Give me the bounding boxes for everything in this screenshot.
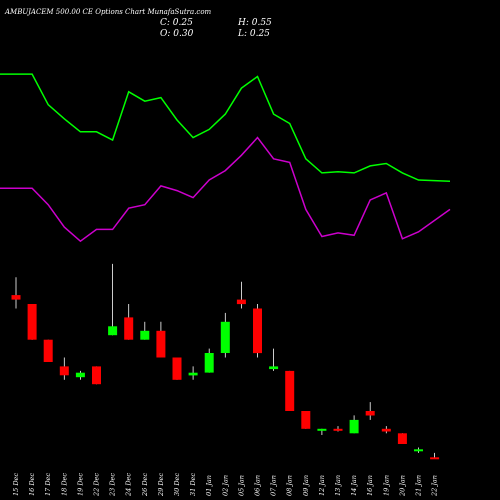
candle-body [333, 428, 343, 431]
candle-body [365, 411, 375, 416]
candlestick-series [11, 263, 440, 460]
x-axis: 15 Dec 16 Dec 17 Dec 18 Dec 19 Dec 22 Dec 23 D… [12, 473, 439, 497]
candle-body [397, 433, 407, 444]
candle-body [188, 372, 198, 376]
candle-body [414, 449, 423, 452]
candle-body [172, 357, 182, 380]
x-tick-label: 31 Dec [189, 473, 197, 496]
moving-average-lines [0, 73, 451, 243]
x-tick-label: 06 Jan [254, 475, 262, 496]
x-tick-label: 14 Jan [350, 475, 358, 496]
candle-body [301, 411, 311, 429]
x-tick-label: 12 Jan [318, 475, 326, 496]
high-label: H: 0.55 [237, 18, 272, 28]
candle-body [59, 366, 69, 376]
candle-body [349, 419, 359, 434]
x-tick-label: 22 Dec [93, 473, 101, 497]
candle-body [285, 370, 295, 411]
x-tick-label: 13 Jan [334, 475, 342, 496]
candle-body [204, 353, 214, 373]
candle-body [253, 308, 262, 354]
candle-body [317, 428, 327, 431]
x-tick-label: 16 Dec [28, 473, 36, 496]
x-tick-label: 26 Dec [141, 473, 149, 497]
indicator-line-1 [0, 73, 451, 182]
x-tick-label: 22 Jan [431, 475, 439, 497]
x-tick-label: 08 Jan [286, 475, 294, 496]
x-tick-label: 07 Jan [270, 475, 278, 496]
candle-body [11, 295, 21, 300]
x-tick-label: 19 Dec [76, 473, 84, 496]
candle-body [75, 372, 85, 378]
close-label: C: 0.25 [160, 18, 193, 28]
x-tick-label: 09 Jan [302, 475, 310, 496]
x-tick-label: 02 Jan [221, 475, 229, 496]
x-tick-label: 20 Jan [398, 475, 406, 497]
candle-body [220, 321, 230, 353]
candle-body [156, 330, 166, 358]
x-tick-label: 30 Dec [173, 473, 181, 496]
x-tick-label: 29 Dec [157, 473, 165, 497]
x-tick-label: 01 Jan [205, 475, 213, 496]
candle-body [92, 366, 101, 385]
x-tick-label: 16 Jan [366, 475, 374, 496]
x-tick-label: 19 Jan [382, 475, 390, 496]
low-label: L: 0.25 [237, 29, 270, 39]
open-label: O: 0.30 [160, 29, 194, 39]
candle-body [430, 457, 440, 460]
candle-body [269, 366, 279, 370]
candle-body [43, 339, 53, 362]
x-tick-label: 24 Dec [125, 473, 133, 497]
candle-body [140, 330, 150, 340]
candle-body [381, 428, 391, 432]
x-tick-label: 21 Jan [415, 475, 423, 497]
candle-body [124, 317, 134, 340]
x-tick-label: 15 Dec [12, 473, 20, 496]
x-tick-label: 18 Dec [60, 473, 68, 496]
indicator-line-2 [0, 136, 451, 243]
candle-body [236, 299, 246, 305]
candle-body [108, 326, 118, 336]
x-tick-label: 05 Jan [237, 475, 245, 496]
x-tick-label: 17 Dec [44, 473, 52, 496]
x-tick-label: 23 Dec [109, 473, 117, 497]
chart-title: AMBUJACEM 500.00 CE Options Chart Munafa… [4, 8, 212, 16]
candle-body [27, 304, 37, 340]
